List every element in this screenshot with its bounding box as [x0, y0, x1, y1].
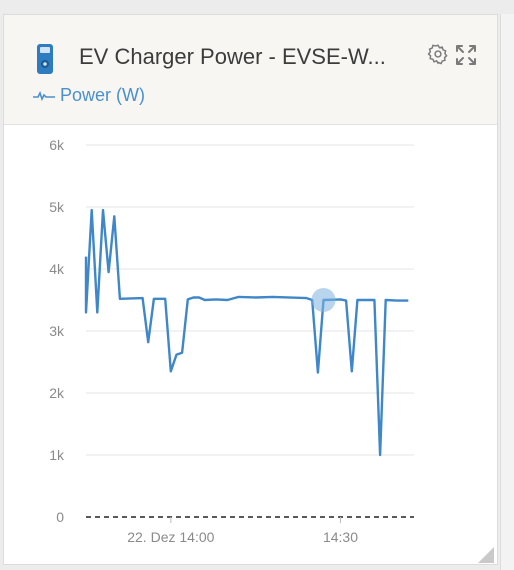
legend-label: Power (W): [60, 85, 145, 105]
ev-charger-power-widget: EV Charger Power - EVSE-W... Power (W): [3, 14, 498, 565]
widget-title: EV Charger Power - EVSE-W...: [79, 44, 386, 69]
gear-icon[interactable]: [427, 43, 449, 65]
widget-header: EV Charger Power - EVSE-W... Power (W): [4, 15, 497, 125]
expand-icon[interactable]: [454, 43, 478, 67]
line-series-icon: [33, 90, 55, 101]
legend-power[interactable]: Power (W): [32, 85, 145, 106]
ev-charger-icon: [37, 44, 53, 74]
adjacent-widget-edge: [500, 14, 514, 570]
resize-handle-icon[interactable]: [478, 547, 494, 563]
